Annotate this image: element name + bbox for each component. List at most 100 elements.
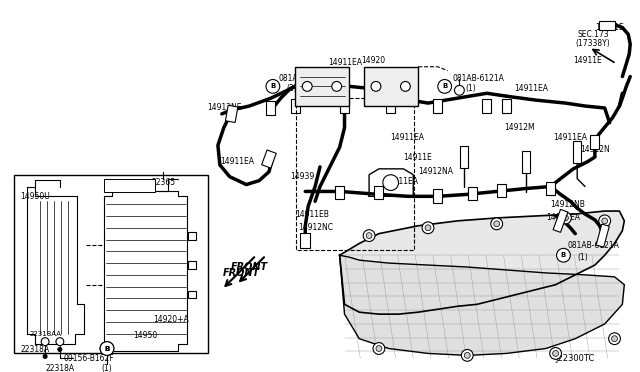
- Text: 14911EB: 14911EB: [296, 209, 330, 218]
- Circle shape: [363, 230, 375, 241]
- Text: 14920+A: 14920+A: [153, 315, 189, 324]
- Circle shape: [438, 80, 452, 93]
- Text: 081AB-6201A: 081AB-6201A: [279, 74, 331, 83]
- Text: (1): (1): [465, 84, 476, 93]
- Circle shape: [599, 215, 611, 227]
- Text: 14911EA: 14911EA: [328, 58, 362, 67]
- Polygon shape: [340, 255, 625, 355]
- Circle shape: [41, 338, 49, 346]
- Text: 22318A: 22318A: [45, 364, 74, 372]
- Circle shape: [454, 86, 464, 95]
- Circle shape: [422, 222, 434, 234]
- Text: 14911EA: 14911EA: [546, 214, 580, 222]
- Bar: [553, 209, 568, 232]
- Bar: [483, 99, 492, 113]
- Text: 14911EA: 14911EA: [554, 133, 588, 142]
- Bar: [364, 67, 418, 106]
- Text: 081AB-6121A: 081AB-6121A: [568, 241, 620, 250]
- Bar: [262, 150, 276, 168]
- Text: 14911EA: 14911EA: [515, 84, 548, 93]
- Circle shape: [559, 212, 572, 224]
- Bar: [13, 175, 208, 353]
- Text: 22318AA: 22318AA: [29, 331, 61, 337]
- Text: 14912NC: 14912NC: [298, 223, 333, 232]
- Bar: [300, 232, 310, 248]
- Circle shape: [612, 336, 618, 341]
- Bar: [296, 98, 414, 250]
- Bar: [291, 99, 300, 113]
- Circle shape: [383, 175, 399, 190]
- Circle shape: [332, 81, 342, 91]
- Text: 14950U: 14950U: [20, 192, 51, 201]
- Circle shape: [553, 350, 559, 356]
- Bar: [296, 67, 349, 106]
- Circle shape: [58, 347, 62, 352]
- Bar: [433, 189, 442, 203]
- Bar: [596, 224, 609, 247]
- Circle shape: [302, 81, 312, 91]
- Bar: [547, 182, 555, 195]
- Text: 14939: 14939: [291, 172, 315, 181]
- Bar: [188, 291, 196, 298]
- Text: B: B: [104, 346, 109, 352]
- Circle shape: [376, 346, 382, 352]
- Circle shape: [461, 349, 473, 361]
- Circle shape: [371, 81, 381, 91]
- Text: J22300TC: J22300TC: [556, 354, 595, 363]
- Text: 14912M: 14912M: [504, 123, 535, 132]
- Text: SEC.173: SEC.173: [577, 30, 609, 39]
- Circle shape: [373, 343, 385, 355]
- Text: 22365: 22365: [151, 178, 175, 187]
- Text: (2): (2): [287, 84, 298, 93]
- Text: (1): (1): [577, 253, 588, 262]
- Bar: [522, 151, 530, 173]
- Bar: [188, 232, 196, 240]
- Circle shape: [491, 218, 502, 230]
- Polygon shape: [28, 186, 84, 344]
- Text: 14912NA: 14912NA: [418, 167, 453, 176]
- Circle shape: [43, 355, 47, 358]
- Text: 081AB-6121A: 081AB-6121A: [452, 74, 504, 83]
- Circle shape: [464, 352, 470, 358]
- Circle shape: [366, 232, 372, 238]
- Text: (1): (1): [102, 364, 113, 372]
- Circle shape: [56, 338, 64, 346]
- Text: 14920: 14920: [361, 57, 385, 65]
- Text: B: B: [561, 252, 566, 258]
- Bar: [340, 99, 349, 113]
- Bar: [335, 186, 344, 199]
- Circle shape: [401, 81, 410, 91]
- Bar: [591, 135, 599, 149]
- Text: 14911E: 14911E: [573, 57, 602, 65]
- Bar: [502, 99, 511, 113]
- Text: 14911EA: 14911EA: [384, 177, 418, 186]
- Text: B: B: [442, 83, 447, 89]
- Circle shape: [266, 80, 280, 93]
- Circle shape: [100, 341, 114, 355]
- Bar: [497, 183, 506, 197]
- Circle shape: [609, 333, 620, 344]
- Text: 14911E: 14911E: [595, 23, 623, 32]
- Bar: [266, 101, 275, 115]
- Bar: [433, 99, 442, 113]
- Text: (17338Y): (17338Y): [575, 39, 611, 48]
- Text: B: B: [104, 346, 109, 352]
- Bar: [387, 99, 395, 113]
- Bar: [225, 105, 238, 122]
- Text: B: B: [270, 83, 275, 89]
- Text: SEC.747: SEC.747: [114, 181, 145, 190]
- Circle shape: [100, 341, 114, 355]
- Circle shape: [550, 347, 561, 359]
- Circle shape: [563, 215, 568, 221]
- Circle shape: [425, 225, 431, 231]
- Circle shape: [602, 218, 607, 224]
- Text: 14912N: 14912N: [580, 145, 610, 154]
- Text: 14950: 14950: [134, 331, 157, 340]
- Bar: [104, 179, 155, 192]
- Circle shape: [493, 221, 500, 227]
- Text: 22318A: 22318A: [20, 345, 50, 354]
- Circle shape: [557, 248, 570, 262]
- Bar: [599, 20, 614, 31]
- Bar: [468, 186, 477, 200]
- Text: FRONT: FRONT: [231, 262, 268, 272]
